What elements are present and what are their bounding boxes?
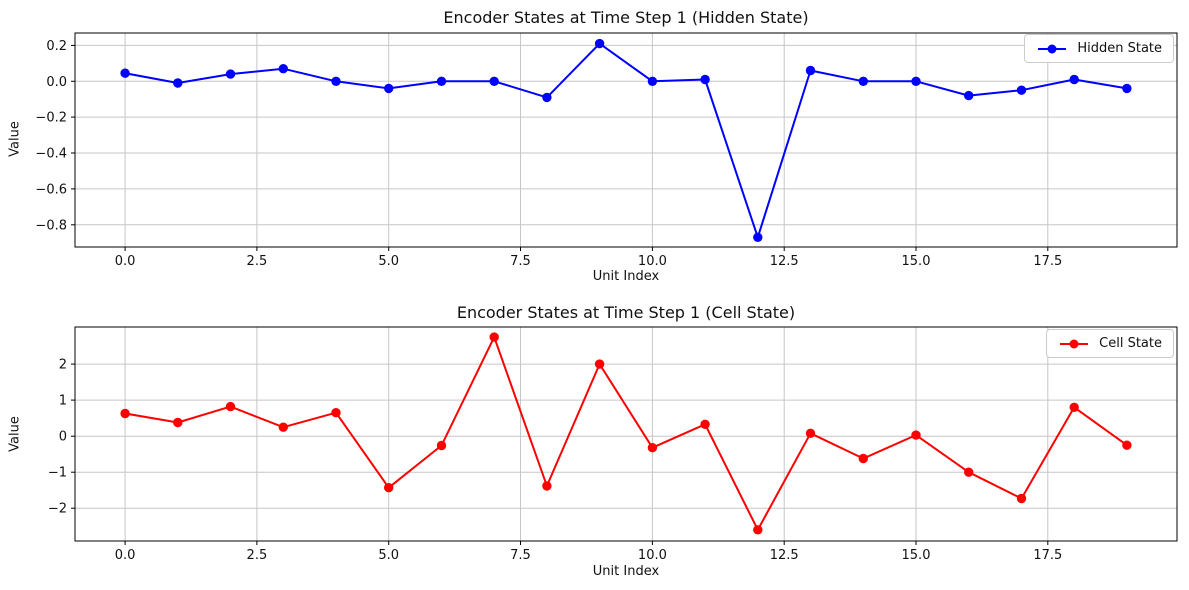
y-axis-label: Value [7,121,23,157]
legend: Hidden State [1024,34,1174,63]
legend-line-marker-icon [1060,339,1089,348]
svg-text:−0.8: −0.8 [35,218,67,233]
svg-text:0.0: 0.0 [115,254,136,269]
legend: Cell State [1046,329,1174,358]
y-axis-label: Value [7,416,23,452]
svg-text:−0.6: −0.6 [35,182,67,197]
svg-text:−0.4: −0.4 [35,147,67,162]
svg-text:7.5: 7.5 [510,548,531,563]
svg-text:12.5: 12.5 [770,254,799,269]
svg-text:5.0: 5.0 [378,548,399,563]
svg-text:7.5: 7.5 [510,254,531,269]
svg-text:10.0: 10.0 [638,254,667,269]
svg-text:10.0: 10.0 [638,548,667,563]
svg-text:2: 2 [59,358,67,373]
svg-text:−0.2: −0.2 [35,111,67,126]
svg-text:17.5: 17.5 [1033,254,1062,269]
legend-label: Cell State [1099,336,1162,351]
svg-text:0: 0 [59,430,67,445]
svg-text:2.5: 2.5 [247,548,268,563]
cell-state-chart: 0.0 2.5 5.0 7.5 10.0 12.5 15.0 17.5 2 1 0 −1 −2 Enco… [0,295,1189,590]
svg-text:−2: −2 [48,502,67,517]
svg-text:0.0: 0.0 [46,75,67,90]
x-axis-label: Unit Index [592,564,660,579]
legend-line-marker-icon [1038,44,1067,53]
svg-text:0.2: 0.2 [46,39,67,54]
x-axis-label: Unit Index [592,269,660,284]
svg-text:15.0: 15.0 [902,548,931,563]
svg-text:5.0: 5.0 [378,254,399,269]
hidden-state-chart: 0.0 2.5 5.0 7.5 10.0 12.5 15.0 17.5 0.2 0.0 −0.2 −0… [7,8,1178,284]
svg-text:15.0: 15.0 [902,254,931,269]
svg-text:1: 1 [59,394,67,409]
hidden-state-plot-area: 0.0 2.5 5.0 7.5 10.0 12.5 15.0 17.5 0.2 0.0 −0.2 −0… [35,32,1178,269]
svg-text:0.0: 0.0 [115,548,136,563]
svg-text:−1: −1 [48,466,67,481]
svg-text:12.5: 12.5 [770,548,799,563]
cell-state-plot-area: 0.0 2.5 5.0 7.5 10.0 12.5 15.0 17.5 2 1 0 −1 −2 [48,326,1178,563]
legend-label: Hidden State [1077,41,1162,56]
chart-title: Encoder States at Time Step 1 (Hidden St… [443,8,809,27]
chart-title: Encoder States at Time Step 1 (Cell Stat… [456,303,796,322]
svg-text:2.5: 2.5 [247,254,268,269]
svg-text:17.5: 17.5 [1033,548,1062,563]
